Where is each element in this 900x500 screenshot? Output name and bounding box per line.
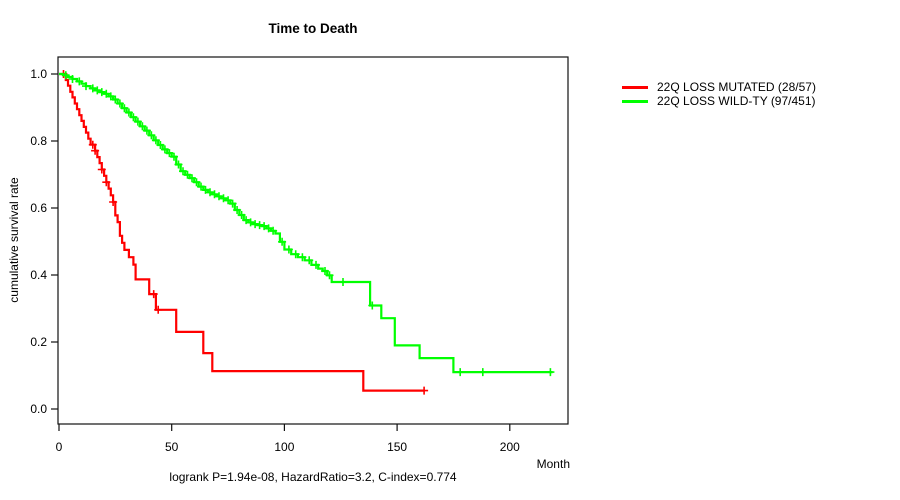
chart-title: Time to Death [268, 21, 358, 36]
x-tick-label: 150 [387, 440, 408, 454]
legend-line-green [622, 99, 648, 103]
y-tick-label: 0.6 [30, 201, 47, 215]
y-tick-label: 0.2 [30, 335, 47, 349]
stats-annotation: logrank P=1.94e-08, HazardRatio=3.2, C-i… [169, 470, 457, 484]
y-tick-label: 0.0 [30, 402, 47, 416]
legend-row-mutated: 22Q LOSS MUTATED (28/57) [622, 80, 816, 94]
x-tick-label: 100 [274, 440, 295, 454]
km-curve-mutated [59, 72, 425, 392]
censor-marks-mutated [59, 70, 429, 395]
legend: 22Q LOSS MUTATED (28/57) 22Q LOSS WILD-T… [622, 80, 816, 108]
x-tick-label: 0 [55, 440, 63, 454]
legend-line-red [622, 85, 648, 89]
y-tick-label: 1.0 [30, 67, 47, 81]
plot-border [57, 56, 569, 425]
y-tick-label: 0.4 [30, 268, 47, 282]
y-tick-label: 0.8 [30, 134, 47, 148]
legend-label-wildtype: 22Q LOSS WILD-TY (97/451) [657, 94, 816, 108]
censor-marks-wildtype [61, 71, 555, 377]
x-tick-label: 50 [165, 440, 179, 454]
x-tick-label: 200 [499, 440, 520, 454]
x-axis-label: Month [536, 457, 570, 471]
legend-row-wildtype: 22Q LOSS WILD-TY (97/451) [622, 94, 816, 108]
legend-label-mutated: 22Q LOSS MUTATED (28/57) [657, 80, 816, 94]
